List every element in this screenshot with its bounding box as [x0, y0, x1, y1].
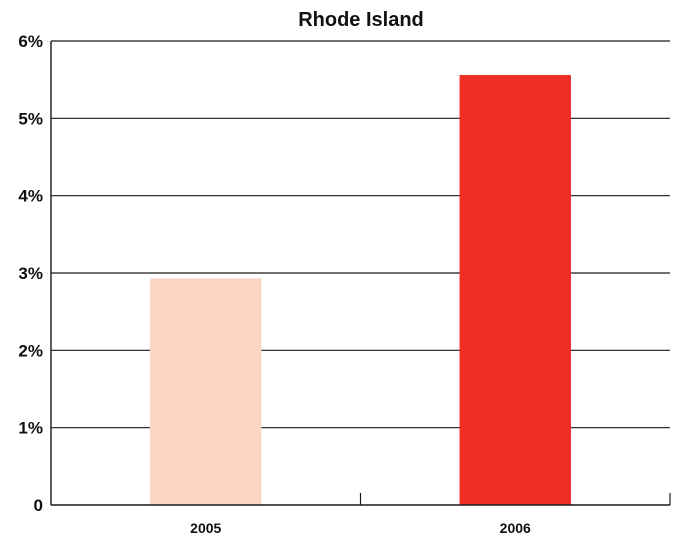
gridlines [51, 40, 670, 429]
x-tick-labels: 2005 2006 [190, 520, 531, 536]
x-tick-label: 2006 [500, 520, 531, 536]
bars [150, 75, 571, 505]
chart-title: Rhode Island [298, 9, 424, 31]
y-tick-label: 2% [18, 341, 43, 360]
bar-2005 [150, 278, 262, 505]
y-tick-label: 0 [34, 496, 43, 515]
bar-2006 [459, 75, 571, 505]
x-tick-label: 2005 [190, 520, 221, 536]
y-tick-label: 5% [18, 109, 43, 128]
y-tick-label: 1% [18, 419, 43, 438]
y-tick-label: 6% [18, 32, 43, 51]
y-tick-label: 4% [18, 187, 43, 206]
axes [50, 41, 671, 506]
y-tick-label: 3% [18, 264, 43, 283]
y-tick-labels: 0 1% 2% 3% 4% 5% 6% [18, 32, 43, 515]
